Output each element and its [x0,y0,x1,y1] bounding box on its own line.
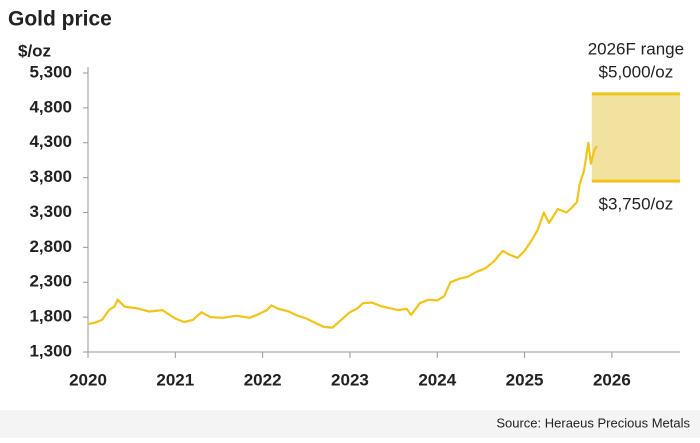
y-tick-label: 1,800 [29,307,72,326]
y-tick-label: 3,300 [29,202,72,221]
y-tick-label: 2,300 [29,272,72,291]
footer-band [0,410,700,438]
price-line [87,141,598,329]
x-tick-label: 2020 [69,370,107,389]
forecast-range [591,93,680,182]
range-label: 2026F range [588,39,684,58]
range-high-label: $5,000/oz [599,62,674,81]
y-tick-label: 5,300 [29,62,72,81]
x-tick-label: 2023 [331,370,369,389]
y-tick-label: 3,800 [29,167,72,186]
y-tick-label: 4,300 [29,132,72,151]
y-tick-label: 4,800 [29,97,72,116]
x-tick-label: 2024 [418,370,456,389]
x-tick-label: 2025 [506,370,544,389]
x-tick-label: 2026 [593,370,631,389]
y-axis-label: $/oz [18,41,51,60]
x-tick-label: 2022 [244,370,282,389]
range-low-label: $3,750/oz [599,194,674,213]
source: Source: Heraeus Precious Metals [496,415,690,430]
y-tick-label: 1,300 [29,341,72,360]
chart-title: Gold price [8,8,112,31]
y-tick-label: 2,800 [29,237,72,256]
x-tick-label: 2021 [156,370,194,389]
